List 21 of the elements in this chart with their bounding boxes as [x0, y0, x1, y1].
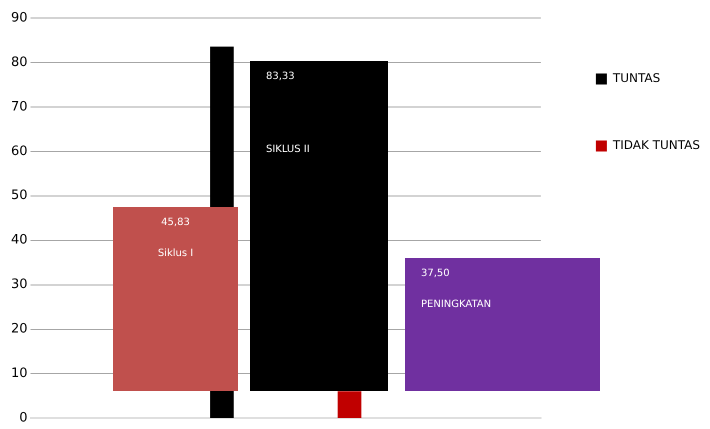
- y-tick-label: 90: [10, 10, 28, 26]
- y-tick-label: 10: [10, 366, 28, 382]
- y-tick-label: 0: [19, 410, 28, 426]
- legend-label: TUNTAS: [612, 71, 660, 86]
- text-box: 83,33 SIKLUS II: [250, 61, 388, 391]
- y-tick-label: 60: [10, 144, 28, 159]
- text-box: 37,50 PENINGKATAN: [405, 258, 600, 391]
- y-tick-label: 40: [10, 232, 28, 248]
- y-tick-label: 30: [10, 277, 28, 292]
- legend-label: TIDAK TUNTAS: [612, 138, 700, 152]
- annotation: 83,33: [266, 71, 296, 82]
- y-tick-label: 70: [10, 99, 28, 114]
- y-tick-label: 80: [10, 54, 28, 70]
- y-tick-label: 20: [10, 322, 28, 337]
- annotation: PENINGKATAN: [421, 299, 492, 310]
- annotation: SIKLUS II: [266, 144, 311, 155]
- annotation: Siklus I: [156, 248, 194, 259]
- annotation: 37,50: [421, 268, 451, 279]
- annotation: 45,83: [160, 217, 191, 228]
- y-tick-label: 50: [10, 188, 28, 204]
- text-box: 45,83 Siklus I: [113, 207, 238, 391]
